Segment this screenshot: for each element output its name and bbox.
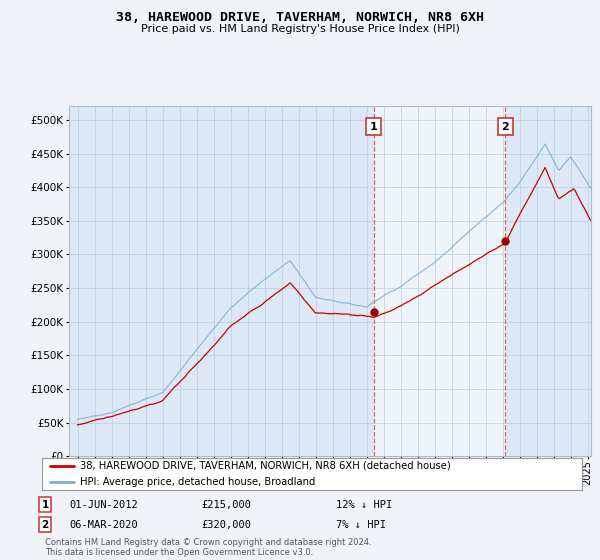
Text: £320,000: £320,000 [201, 520, 251, 530]
Text: £215,000: £215,000 [201, 500, 251, 510]
Text: 38, HAREWOOD DRIVE, TAVERHAM, NORWICH, NR8 6XH (detached house): 38, HAREWOOD DRIVE, TAVERHAM, NORWICH, N… [80, 461, 451, 470]
Text: 38, HAREWOOD DRIVE, TAVERHAM, NORWICH, NR8 6XH: 38, HAREWOOD DRIVE, TAVERHAM, NORWICH, N… [116, 11, 484, 24]
Text: 7% ↓ HPI: 7% ↓ HPI [336, 520, 386, 530]
Text: Price paid vs. HM Land Registry's House Price Index (HPI): Price paid vs. HM Land Registry's House … [140, 24, 460, 34]
Text: 01-JUN-2012: 01-JUN-2012 [69, 500, 138, 510]
Text: 2: 2 [502, 122, 509, 132]
Text: 06-MAR-2020: 06-MAR-2020 [69, 520, 138, 530]
Text: 12% ↓ HPI: 12% ↓ HPI [336, 500, 392, 510]
Bar [374, 106, 505, 456]
Text: 1: 1 [370, 122, 377, 132]
Text: 1: 1 [41, 500, 49, 510]
Text: HPI: Average price, detached house, Broadland: HPI: Average price, detached house, Broa… [80, 477, 315, 487]
Text: 2: 2 [41, 520, 49, 530]
Text: Contains HM Land Registry data © Crown copyright and database right 2024.
This d: Contains HM Land Registry data © Crown c… [45, 538, 371, 557]
